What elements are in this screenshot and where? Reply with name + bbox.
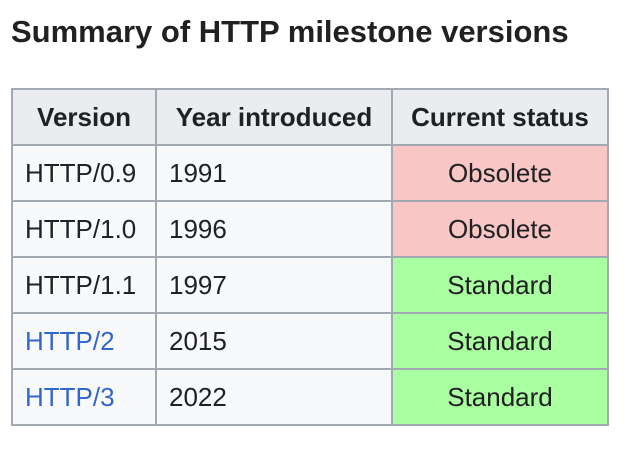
status-cell: Obsolete: [391, 200, 609, 258]
version-link[interactable]: HTTP/2: [25, 325, 115, 356]
version-cell: HTTP/1.0: [11, 200, 157, 258]
version-cell: HTTP/3: [11, 368, 157, 426]
status-cell: Standard: [391, 256, 609, 314]
table-row: HTTP/0.9 1991 Obsolete: [11, 144, 609, 202]
header-cell: Version: [11, 88, 157, 146]
table-title: Summary of HTTP milestone versions: [11, 14, 569, 49]
year-cell: 2022: [155, 368, 393, 426]
year-cell: 1991: [155, 144, 393, 202]
header-cell: Year introduced: [155, 88, 393, 146]
version-link[interactable]: HTTP/3: [25, 381, 115, 412]
table-row: HTTP/1.0 1996 Obsolete: [11, 200, 609, 258]
status-cell: Obsolete: [391, 144, 609, 202]
header-cell: Current status: [391, 88, 609, 146]
year-cell: 1997: [155, 256, 393, 314]
table-row: HTTP/3 2022 Standard: [11, 368, 609, 426]
status-cell: Standard: [391, 368, 609, 426]
table-row: HTTP/2 2015 Standard: [11, 312, 609, 370]
version-cell: HTTP/1.1: [11, 256, 157, 314]
header-row: Version Year introduced Current status: [11, 88, 609, 146]
version-cell: HTTP/2: [11, 312, 157, 370]
status-cell: Standard: [391, 312, 609, 370]
versions-table: Version Year introduced Current status H…: [11, 88, 609, 426]
year-cell: 2015: [155, 312, 393, 370]
table-row: HTTP/1.1 1997 Standard: [11, 256, 609, 314]
version-cell: HTTP/0.9: [11, 144, 157, 202]
year-cell: 1996: [155, 200, 393, 258]
